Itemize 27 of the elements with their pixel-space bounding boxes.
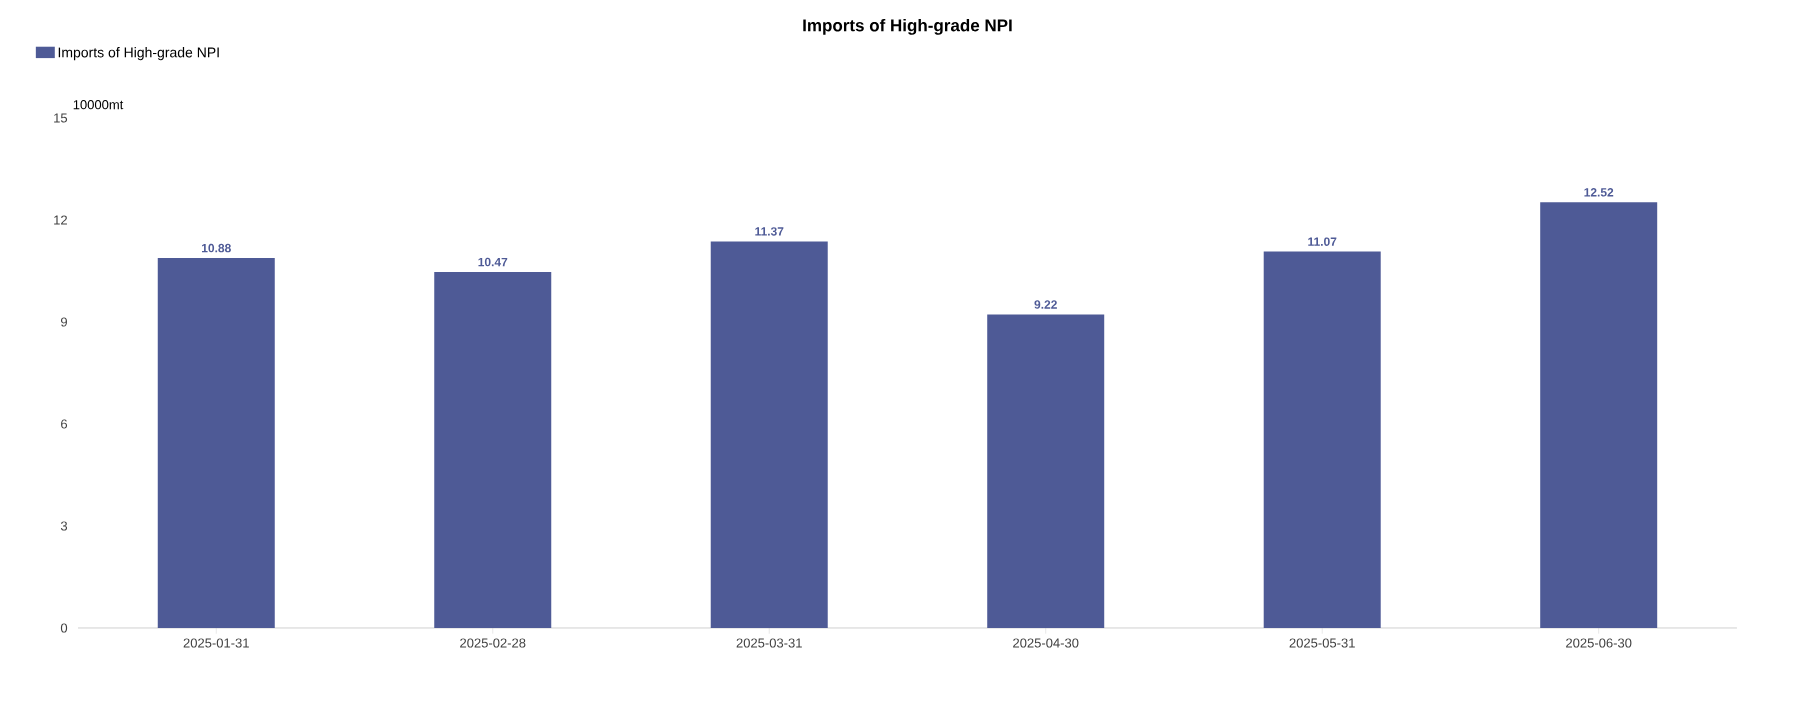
y-tick-label: 6 <box>61 419 68 429</box>
data-label: 9.22 <box>1034 300 1057 309</box>
x-tick-label: 2025-03-31 <box>736 638 802 648</box>
x-tick-label: 2025-01-31 <box>183 638 249 648</box>
bar <box>434 272 552 628</box>
y-axis-title: 10000mt <box>73 100 124 110</box>
x-tick-label: 2025-05-31 <box>1289 638 1355 648</box>
bar <box>1540 202 1658 628</box>
y-tick-label: 3 <box>60 521 68 531</box>
y-tick-label: 0 <box>60 623 68 633</box>
y-tick-label: 9 <box>60 317 67 327</box>
x-tick-label: 2025-04-30 <box>1013 638 1079 648</box>
x-tick-label: 2025-02-28 <box>460 638 526 648</box>
data-label: 10.88 <box>202 243 231 253</box>
bar <box>1263 251 1381 628</box>
bar <box>987 314 1105 628</box>
y-tick-label: 15 <box>54 113 68 123</box>
x-tick-label: 2025-06-30 <box>1566 638 1632 648</box>
data-label: 12.52 <box>1584 188 1614 197</box>
bar <box>157 258 275 628</box>
y-tick-label: 12 <box>54 215 67 225</box>
legend-label: Imports of High-grade NPI <box>58 47 219 61</box>
bar <box>710 241 828 628</box>
chart-title: Imports of High-grade NPI <box>803 18 1012 35</box>
data-label: 11.37 <box>755 227 784 236</box>
data-label: 11.07 <box>1308 237 1337 246</box>
data-label: 10.47 <box>478 257 508 267</box>
